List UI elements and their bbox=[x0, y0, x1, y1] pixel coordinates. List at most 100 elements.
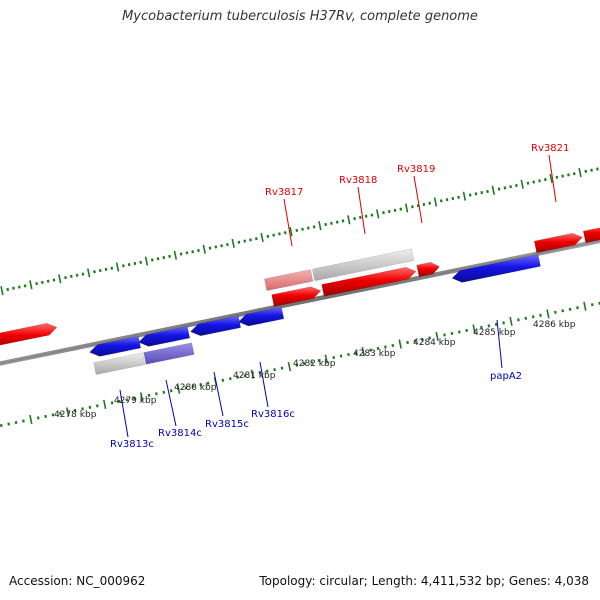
minor-tick bbox=[98, 268, 102, 273]
forward-gene-label[interactable]: Rv3821 bbox=[531, 143, 569, 154]
gene-arrow-forward[interactable] bbox=[583, 225, 600, 244]
major-tick bbox=[398, 339, 402, 349]
minor-tick bbox=[272, 233, 276, 237]
minor-tick bbox=[243, 239, 247, 243]
minor-tick bbox=[451, 196, 455, 201]
gene-arrow-reverse[interactable] bbox=[89, 336, 141, 357]
minor-tick bbox=[497, 187, 501, 191]
minor-tick bbox=[236, 375, 240, 379]
minor-tick bbox=[273, 368, 276, 372]
forward-gene-label[interactable]: Rv3819 bbox=[397, 164, 435, 175]
lower-scale-ruler bbox=[0, 301, 600, 428]
minor-tick bbox=[413, 339, 417, 343]
gene-arrow-reverse[interactable] bbox=[190, 315, 241, 337]
minor-tick bbox=[118, 399, 121, 403]
minor-tick bbox=[44, 414, 47, 419]
minor-tick bbox=[538, 179, 541, 183]
major-tick bbox=[173, 250, 178, 260]
minor-tick bbox=[243, 374, 247, 378]
minor-tick bbox=[81, 272, 85, 276]
major-tick bbox=[0, 286, 4, 296]
reverse-gene-label[interactable]: Rv3816c bbox=[251, 409, 295, 420]
minor-tick bbox=[22, 419, 25, 423]
minor-tick bbox=[421, 337, 424, 342]
minor-tick bbox=[445, 198, 449, 202]
minor-tick bbox=[406, 340, 409, 345]
major-tick bbox=[202, 244, 206, 254]
forward-label-leader bbox=[413, 175, 423, 224]
forward-gene-label[interactable]: Rv3818 bbox=[339, 175, 377, 186]
reverse-label-leader bbox=[496, 319, 503, 369]
minor-tick bbox=[531, 315, 535, 319]
gene-block-forward-light[interactable] bbox=[264, 269, 314, 291]
scale-label: 4283 kbp bbox=[353, 349, 396, 359]
gene-arrow-forward[interactable] bbox=[271, 286, 322, 307]
gene-features bbox=[0, 225, 600, 375]
minor-tick bbox=[526, 181, 530, 185]
reverse-gene-label[interactable]: Rv3815c bbox=[205, 419, 249, 430]
major-tick bbox=[520, 179, 524, 189]
reverse-gene-label[interactable]: Rv3814c bbox=[158, 428, 202, 439]
minor-tick bbox=[125, 398, 129, 402]
major-tick bbox=[583, 301, 587, 311]
minor-tick bbox=[393, 208, 397, 212]
minor-tick bbox=[52, 278, 56, 282]
minor-tick bbox=[339, 354, 343, 358]
minor-tick bbox=[391, 343, 395, 348]
minor-tick bbox=[369, 348, 373, 352]
minor-tick bbox=[110, 401, 114, 405]
minor-tick bbox=[254, 237, 258, 241]
minor-tick bbox=[155, 392, 158, 396]
reverse-gene-label[interactable]: papA2 bbox=[490, 371, 522, 382]
major-tick bbox=[462, 191, 467, 201]
minor-tick bbox=[208, 246, 212, 250]
scale-label: 4282 kbp bbox=[293, 359, 336, 369]
major-tick bbox=[144, 256, 149, 266]
minor-tick bbox=[306, 226, 310, 230]
gene-arrow-reverse[interactable] bbox=[238, 306, 285, 327]
major-tick bbox=[176, 384, 181, 394]
scale-ticks bbox=[0, 167, 600, 428]
minor-tick bbox=[422, 202, 426, 207]
minor-tick bbox=[509, 185, 513, 189]
minor-tick bbox=[221, 378, 225, 382]
minor-tick bbox=[191, 384, 195, 388]
major-tick bbox=[433, 197, 438, 207]
minor-tick bbox=[387, 209, 391, 214]
gene-arrow-forward[interactable] bbox=[534, 233, 583, 254]
accession-label: Accession: NC_000962 bbox=[9, 574, 146, 588]
minor-tick bbox=[364, 214, 368, 218]
minor-tick bbox=[553, 310, 557, 314]
gene-block-pseudo[interactable] bbox=[93, 352, 146, 375]
minor-tick bbox=[584, 169, 588, 173]
forward-label-leader bbox=[357, 186, 366, 235]
major-tick bbox=[231, 238, 235, 248]
minor-tick bbox=[555, 175, 559, 179]
minor-tick bbox=[382, 211, 385, 215]
major-tick bbox=[289, 227, 293, 237]
major-tick bbox=[287, 362, 292, 372]
forward-gene-label[interactable]: Rv3817 bbox=[265, 187, 303, 198]
major-tick bbox=[324, 354, 329, 364]
major-tick bbox=[66, 407, 70, 417]
gene-arrow-forward[interactable] bbox=[416, 261, 440, 278]
minor-tick bbox=[150, 258, 154, 262]
minor-tick bbox=[199, 383, 203, 387]
gene-block-reverse-light[interactable] bbox=[143, 342, 195, 365]
gene-arrow-reverse[interactable] bbox=[451, 254, 541, 283]
minor-tick bbox=[12, 286, 15, 290]
gene-arrow-forward[interactable] bbox=[321, 267, 417, 297]
reverse-gene-label[interactable]: Rv3813c bbox=[110, 439, 154, 450]
minor-tick bbox=[0, 423, 3, 428]
minor-tick bbox=[358, 215, 362, 220]
minor-tick bbox=[81, 407, 84, 411]
minor-tick bbox=[312, 225, 316, 229]
minor-tick bbox=[88, 405, 92, 409]
gene-block-pseudo[interactable] bbox=[312, 248, 415, 282]
major-tick bbox=[376, 209, 380, 219]
scale-label: 4281 kbp bbox=[233, 371, 276, 381]
gene-arrow-reverse[interactable] bbox=[138, 325, 190, 347]
major-tick bbox=[260, 232, 264, 243]
minor-tick bbox=[17, 285, 21, 289]
gene-arrow-forward[interactable] bbox=[0, 323, 58, 350]
